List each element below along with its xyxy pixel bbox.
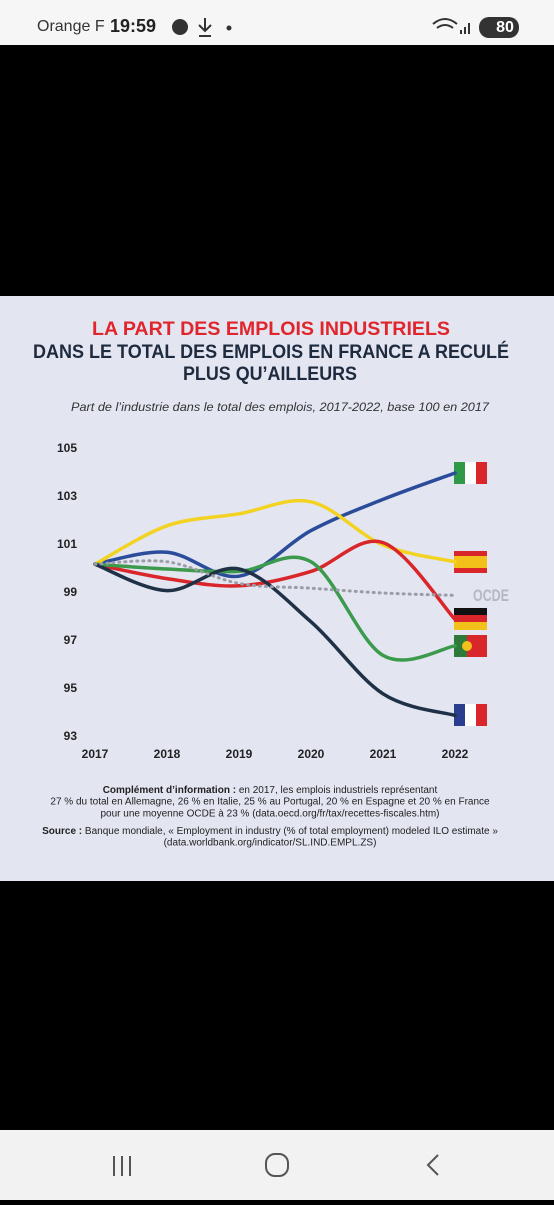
facebook-icon	[172, 19, 188, 35]
carrier: Orange F	[37, 18, 105, 35]
series-line	[93, 555, 457, 662]
note-label: Complément d’information :	[103, 785, 236, 796]
wifi-icon	[432, 18, 458, 29]
x-tick-label: 2020	[298, 747, 325, 761]
x-tick-label: 2022	[442, 747, 469, 761]
series-line	[93, 562, 457, 718]
note-text: en 2017, les emplois industriels représe…	[239, 785, 438, 796]
download-icon	[198, 18, 212, 37]
source-text: Banque mondiale, « Employment in industr…	[85, 826, 498, 837]
title-line: PLUS QU’AILLEURS	[183, 364, 357, 385]
nav-bar	[0, 1130, 554, 1200]
x-tick-label: 2021	[370, 747, 397, 761]
title-line: LA PART DES EMPLOIS INDUSTRIELS	[92, 319, 450, 340]
chart-image	[0, 296, 554, 881]
recents-button[interactable]	[113, 1156, 131, 1176]
back-button[interactable]	[426, 1154, 439, 1176]
y-tick-label: 105	[57, 441, 77, 455]
note-line: 27 % du total en Allemagne, 26 % en Ital…	[50, 797, 490, 808]
title-line: DANS LE TOTAL DES EMPLOIS EN FRANCE A RE…	[33, 341, 509, 363]
series-label: OCDE	[473, 586, 509, 605]
home-button[interactable]	[265, 1153, 289, 1177]
battery-level: 80	[496, 19, 514, 36]
status-bar	[0, 0, 554, 45]
source-label: Source :	[42, 826, 82, 837]
subtitle: Part de l’industrie dans le total des em…	[71, 400, 490, 414]
source-line: Source : Banque mondiale, « Employment i…	[42, 826, 498, 837]
y-tick-label: 97	[64, 633, 78, 647]
y-tick-label: 99	[64, 585, 78, 599]
x-tick-label: 2017	[82, 747, 109, 761]
note-line: pour une moyenne OCDE à 23 % (data.oecd.…	[100, 809, 439, 820]
x-tick-label: 2018	[154, 747, 181, 761]
note-line: Complément d’information : en 2017, les …	[103, 785, 438, 796]
x-tick-label: 2019	[226, 747, 253, 761]
series-line	[93, 559, 457, 597]
source-line: (data.worldbank.org/indicator/SL.IND.EMP…	[164, 838, 377, 849]
y-tick-label: 103	[57, 489, 77, 503]
series-line	[93, 471, 457, 579]
series-line	[93, 498, 457, 566]
flags	[454, 462, 487, 726]
y-tick-label: 93	[64, 729, 78, 743]
y-tick-label: 95	[64, 681, 78, 695]
series-line	[93, 539, 457, 622]
clock: 19:59	[110, 16, 156, 36]
battery-icon	[479, 17, 519, 38]
y-tick-label: 101	[57, 537, 77, 551]
dot-icon	[226, 25, 232, 31]
signal-icon	[460, 23, 470, 34]
